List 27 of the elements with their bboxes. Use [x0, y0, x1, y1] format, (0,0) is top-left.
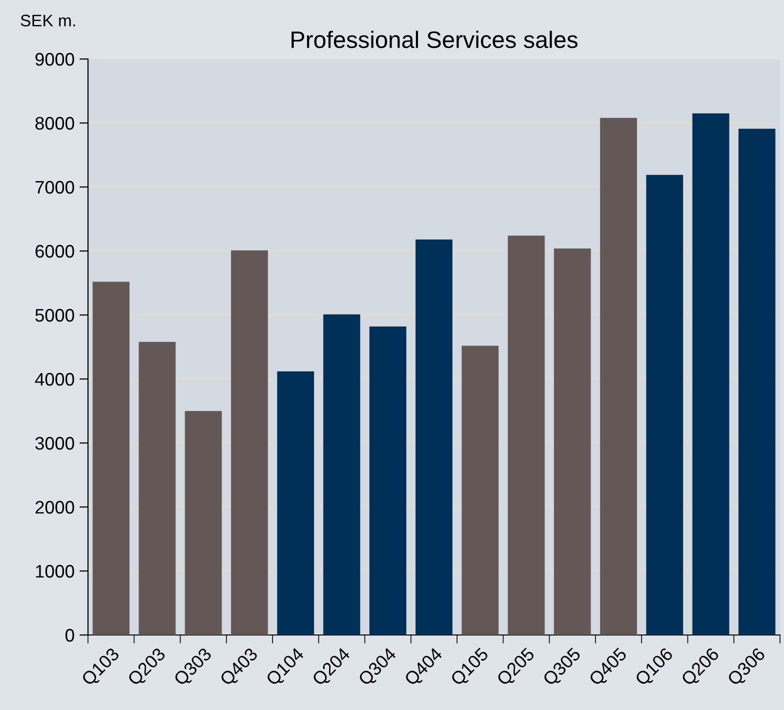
y-axis-title: SEK m.	[20, 14, 75, 26]
y-tick-label: 4000	[35, 372, 74, 386]
y-tick-label: 2000	[36, 500, 74, 514]
y-tick-label: 1000	[36, 564, 74, 578]
bar	[92, 282, 130, 635]
y-tick-label: 5000	[35, 308, 74, 322]
y-tick-label: 8000	[35, 116, 74, 130]
bar	[554, 248, 591, 635]
bar	[738, 128, 776, 635]
bar	[600, 118, 637, 635]
bar	[138, 342, 176, 635]
y-tick-label: 3000	[35, 436, 74, 450]
y-tick-label: 7000	[36, 180, 74, 194]
bar	[323, 314, 360, 635]
chart-title: Professional Services sales	[292, 30, 578, 48]
bar	[646, 174, 684, 635]
bar	[231, 250, 268, 635]
bar	[184, 411, 222, 635]
bar	[508, 236, 545, 635]
y-tick-label: 6000	[36, 244, 74, 258]
bar	[416, 239, 452, 635]
bar	[692, 113, 730, 635]
bar	[277, 371, 314, 635]
bar	[462, 346, 499, 635]
y-tick-label: 0	[65, 628, 74, 642]
y-tick-label: 9000	[35, 52, 74, 66]
bar	[369, 326, 406, 635]
